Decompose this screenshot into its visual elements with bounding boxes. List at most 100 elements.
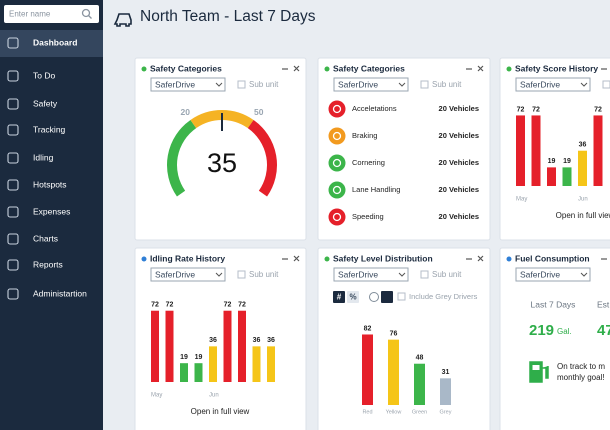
nav-item[interactable]: Idling — [33, 152, 54, 162]
category-count: 20 Vehicles — [439, 185, 479, 194]
checkbox[interactable] — [420, 80, 429, 89]
nav-item[interactable]: Safety — [33, 98, 58, 108]
category-icon — [328, 127, 346, 145]
bar — [531, 115, 541, 186]
nav-item[interactable]: Tracking — [33, 124, 66, 134]
dropdown[interactable] — [150, 77, 226, 92]
card-dot — [141, 256, 147, 262]
close-button[interactable] — [293, 65, 300, 72]
x-category-label: Grey — [440, 409, 452, 415]
dropdown[interactable] — [333, 77, 409, 92]
toggle-button[interactable] — [333, 291, 345, 303]
card-dot — [506, 66, 512, 72]
dropdown-value: SaferDrive — [338, 79, 378, 89]
nav-item[interactable]: Hotspots — [33, 179, 67, 189]
bar — [388, 339, 399, 405]
bar — [223, 310, 232, 382]
checkbox[interactable] — [397, 292, 406, 301]
card — [134, 247, 307, 430]
checkbox-label: Include Grey Drivers — [409, 292, 478, 301]
bar-value-label: 36 — [267, 337, 275, 344]
category-count: 20 Vehicles — [439, 131, 479, 140]
dropdown-arrow — [398, 272, 406, 277]
dropdown-value: SaferDrive — [338, 269, 378, 279]
bar — [516, 115, 525, 186]
bar-value-label: 72 — [517, 106, 525, 113]
close-button[interactable] — [477, 65, 484, 72]
bar — [209, 346, 217, 382]
search-icon-handle — [88, 15, 92, 19]
category-label: Lane Handling — [352, 185, 400, 194]
dropdown[interactable] — [150, 267, 226, 282]
nav-item[interactable]: Administartion — [33, 288, 87, 298]
gauge-arc-low — [167, 119, 197, 197]
nav-item[interactable]: Reports — [33, 259, 63, 269]
nav-icon — [7, 124, 19, 136]
dropdown-arrow — [398, 82, 406, 87]
category-icon-glyph — [332, 158, 342, 168]
gauge-threshold-label: 20 — [181, 107, 191, 117]
search-box[interactable] — [4, 5, 99, 23]
fuel-value: 219 — [529, 322, 554, 339]
bar — [194, 363, 203, 382]
search-icon[interactable] — [81, 8, 91, 18]
nav-icon — [7, 179, 19, 191]
view-icon[interactable] — [381, 291, 393, 303]
nav-icon — [7, 37, 19, 49]
nav-icon — [7, 259, 19, 271]
bar — [562, 167, 572, 186]
checkbox[interactable] — [237, 80, 246, 89]
fuel-message: monthly goal! — [557, 373, 605, 382]
nav-item[interactable]: Dashboard — [33, 37, 77, 47]
bar — [151, 310, 159, 382]
bar-value-label: 19 — [180, 354, 188, 361]
month-label: May — [516, 197, 527, 203]
dropdown-arrow — [580, 272, 588, 277]
nav-item[interactable]: To Do — [33, 70, 55, 80]
bar — [593, 115, 603, 186]
dropdown[interactable] — [333, 267, 409, 282]
checkbox[interactable] — [237, 270, 246, 279]
x-category-label: Green — [412, 409, 427, 415]
checkbox[interactable] — [602, 80, 610, 89]
fuel-pump-window — [532, 365, 540, 370]
dropdown-value: SaferDrive — [520, 79, 560, 89]
nav-icon — [7, 70, 19, 82]
card — [317, 57, 491, 241]
category-icon-glyph — [332, 104, 342, 114]
dropdown[interactable] — [515, 77, 591, 92]
close-button[interactable] — [477, 255, 484, 262]
nav-item[interactable]: Charts — [33, 233, 58, 243]
close-button[interactable] — [293, 255, 300, 262]
gauge-value: 35 — [207, 148, 237, 178]
dropdown-value: SaferDrive — [520, 269, 560, 279]
dropdown-arrow — [580, 82, 588, 87]
category-label: Cornering — [352, 158, 385, 167]
open-full-view-link[interactable]: Open in full view — [191, 407, 250, 416]
bar-value-label: 19 — [563, 158, 571, 165]
nav-icon — [7, 206, 19, 218]
checkbox-label: Sub unit — [249, 270, 279, 279]
card-dot — [141, 66, 147, 72]
bar-value-label: 36 — [579, 142, 587, 149]
category-count: 20 Vehicles — [439, 104, 479, 113]
dropdown-value: SaferDrive — [155, 79, 195, 89]
bar-value-label: 19 — [195, 354, 203, 361]
category-icon — [328, 181, 346, 199]
toggle-button[interactable] — [347, 291, 359, 303]
dropdown-arrow — [215, 272, 223, 277]
nav-icon — [7, 233, 19, 245]
nav-item[interactable]: Expenses — [33, 206, 70, 216]
category-count: 20 Vehicles — [439, 158, 479, 167]
dropdown[interactable] — [515, 267, 591, 282]
toggle-label: % — [349, 293, 356, 302]
bar-value-label: 72 — [532, 106, 540, 113]
month-label: Jun — [578, 197, 588, 203]
checkbox[interactable] — [420, 270, 429, 279]
month-label: Jun — [209, 393, 219, 399]
open-full-view-link[interactable]: Open in full view — [556, 211, 610, 220]
x-category-label: Yellow — [386, 409, 402, 415]
view-icon[interactable] — [369, 292, 379, 302]
nav-icon — [7, 152, 19, 164]
month-label: May — [151, 393, 162, 399]
